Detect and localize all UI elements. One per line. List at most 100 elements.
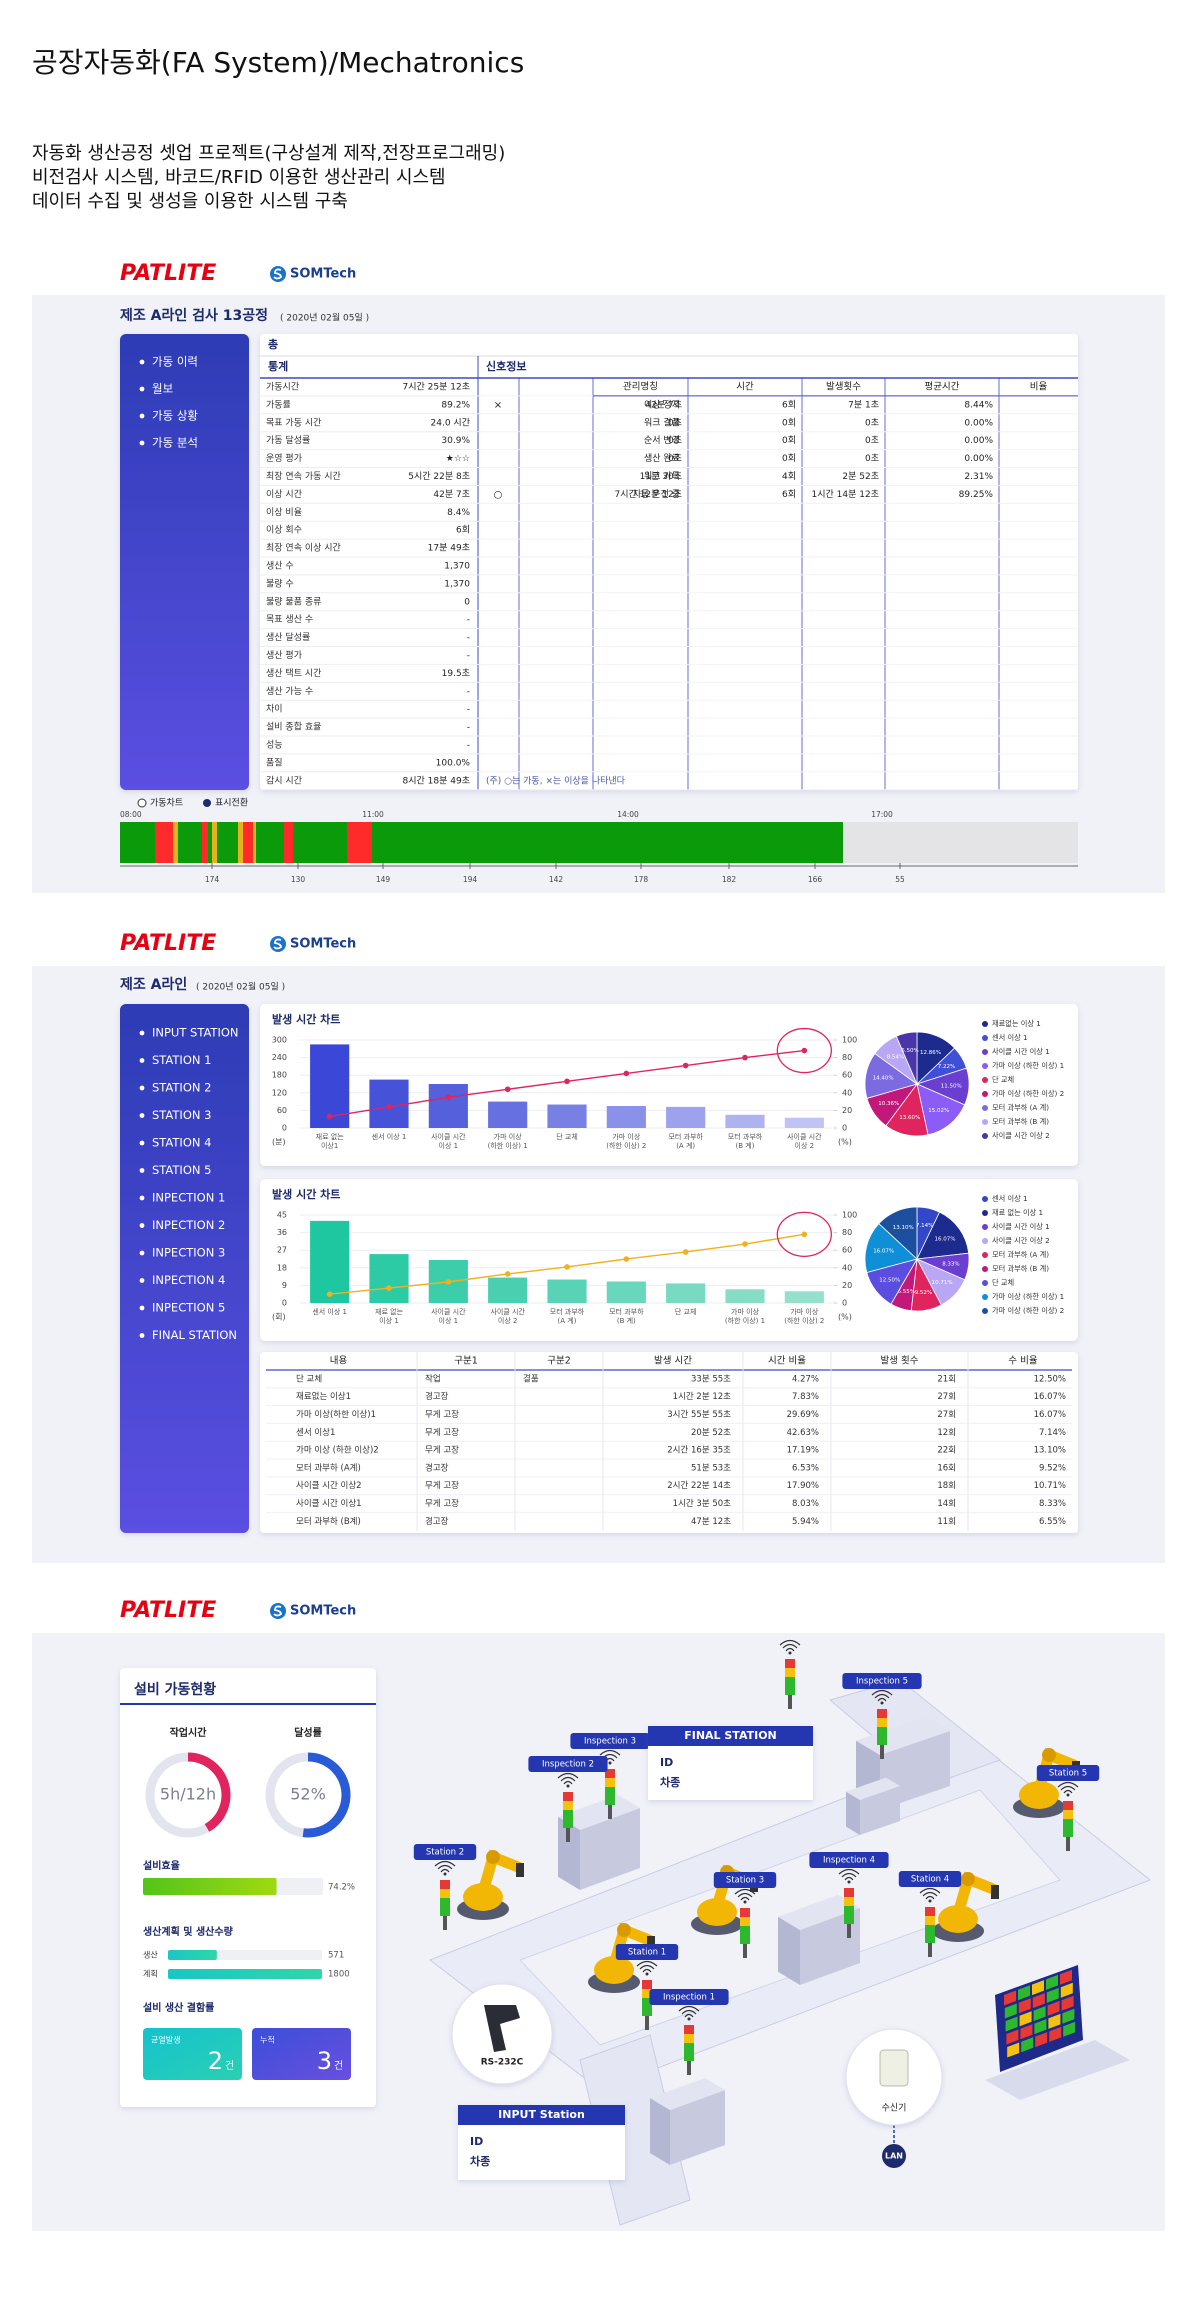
stat-label: 가동시간 <box>266 381 299 392</box>
legend-label: 모터 과부하 (B 계) <box>992 1264 1049 1273</box>
menu-item[interactable]: INPECTION 4 <box>152 1273 225 1287</box>
monitor-cell <box>1032 1993 1045 2009</box>
y2-tick-label: 0 <box>842 1299 847 1308</box>
y2-tick-label: 80 <box>842 1053 852 1062</box>
legend-swatch <box>982 1035 988 1041</box>
legend-swatch <box>982 1119 988 1125</box>
patlite-logo: PATLITE <box>120 261 216 286</box>
monitor-cell <box>1004 1990 1016 2006</box>
wifi-dot <box>645 1972 649 1976</box>
stat-value: 8.4% <box>447 508 470 518</box>
station-field: 차종 <box>470 2154 490 2168</box>
wifi-dot <box>788 1651 792 1655</box>
menu-item[interactable]: INPECTION 1 <box>152 1191 225 1205</box>
station-tag <box>615 1944 679 1960</box>
table-cell: 경고장 <box>425 1462 449 1473</box>
stat-value: 100.0% <box>436 758 471 768</box>
somtech-logo: SOMTech <box>290 937 356 952</box>
x-tick-label: 재료 없는 <box>316 1133 345 1141</box>
menu-item[interactable]: FINAL STATION <box>152 1328 237 1342</box>
wifi-arc <box>440 1868 450 1873</box>
stat-value: - <box>467 651 470 661</box>
menu-item[interactable]: STATION 2 <box>152 1081 211 1095</box>
tower-pole <box>880 1745 884 1759</box>
intro-line: 비전검사 시스템, 바코드/RFID 이용한 생산관리 시스템 <box>32 167 446 188</box>
robot-tool <box>991 1885 999 1899</box>
tower-lamp <box>642 1989 652 1998</box>
table-cell: 29.69% <box>787 1410 819 1420</box>
stat-value: 89.2% <box>441 400 470 410</box>
table-cell: 7.14% <box>1039 1428 1066 1438</box>
bar <box>369 1079 409 1128</box>
tower-lamp <box>740 1917 750 1926</box>
pie-label: 16.07% <box>873 1248 894 1254</box>
monitor-cell <box>1035 2032 1048 2048</box>
tower-lamp <box>844 1906 854 1915</box>
table-cell: 재료없는 이상1 <box>296 1391 351 1402</box>
menu-item[interactable]: STATION 4 <box>152 1136 211 1150</box>
legend-label: 재료 없는 이상 1 <box>992 1208 1043 1217</box>
count-label: 174 <box>205 875 220 884</box>
legend-label: 센서 이상 1 <box>992 1194 1028 1203</box>
table-caption: 총 <box>268 337 278 351</box>
tower-pole <box>788 1695 792 1709</box>
legend-label: 가마 이상 (하한 이상) 2 <box>992 1306 1064 1315</box>
y2-unit: (%) <box>838 1138 852 1147</box>
table-cell: 17.19% <box>787 1446 819 1456</box>
tower-lamp <box>440 1907 450 1916</box>
panel-date: ( 2020년 02월 05일 ) <box>280 312 369 324</box>
menu-bullet <box>139 440 145 446</box>
signal-value: 8.44% <box>964 400 993 410</box>
menu-item[interactable]: INPECTION 3 <box>152 1246 225 1260</box>
machine-front <box>778 1916 800 1985</box>
lan-label: LAN <box>885 2152 903 2161</box>
side-menu <box>120 334 249 790</box>
table-cell: 7.83% <box>792 1392 819 1402</box>
station-label: Station 4 <box>911 1875 949 1885</box>
time-label: 17:00 <box>871 810 893 819</box>
signal-value: 42분 7초 <box>645 399 682 410</box>
monitor-desk <box>985 2040 1130 2100</box>
menu-item[interactable]: 월보 <box>152 382 173 396</box>
x-tick-label: 모터 과부하 <box>728 1132 763 1141</box>
page-title: 공장자동화(FA System)/Mechatronics <box>32 46 524 79</box>
stat-label: 운영 평가 <box>266 453 302 464</box>
menu-item[interactable]: INPUT STATION <box>152 1026 239 1040</box>
menu-item[interactable]: 가동 이력 <box>152 355 198 369</box>
stat-label: 생산 평가 <box>266 650 302 661</box>
timeline-segment <box>253 822 256 863</box>
machine-side <box>860 1786 900 1835</box>
menu-item[interactable]: 가동 상황 <box>152 409 198 423</box>
menu-item[interactable]: INPECTION 5 <box>152 1301 225 1315</box>
bar <box>428 1084 468 1128</box>
tower-lamp <box>1063 1819 1073 1828</box>
monitor-cell <box>1004 2003 1017 2019</box>
ring-label: 달성률 <box>294 1726 322 1739</box>
y-tick-label: 120 <box>272 1088 287 1097</box>
menu-item[interactable]: STATION 3 <box>152 1108 211 1122</box>
highlight-ring <box>776 1027 832 1074</box>
y2-tick-label: 40 <box>842 1088 852 1097</box>
pie-slice <box>864 1223 918 1273</box>
table-cell: 2시간 22분 14초 <box>667 1480 731 1491</box>
table-cell: 22회 <box>937 1446 956 1456</box>
menu-item[interactable]: STATION 1 <box>152 1053 211 1067</box>
menu-item[interactable]: STATION 5 <box>152 1163 211 1177</box>
menu-bullet <box>139 1113 145 1118</box>
station-field: ID <box>660 1756 673 1769</box>
panel-title: 제조 A라인 <box>120 976 187 993</box>
stat-label: 차이 <box>266 703 283 715</box>
legend-label: 사이클 시간 이상 1 <box>992 1222 1050 1231</box>
menu-bullet <box>139 1223 145 1228</box>
ring-value <box>302 1752 351 1838</box>
menu-item[interactable]: 가동 분석 <box>152 436 198 450</box>
menu-item[interactable]: INPECTION 2 <box>152 1218 225 1232</box>
ring-value <box>187 1752 231 1832</box>
monitor-cell <box>1021 2037 1034 2053</box>
wifi-arc <box>560 1776 576 1782</box>
menu-bullet <box>139 1278 145 1283</box>
machine-side <box>670 2090 725 2165</box>
monitor-cell <box>1019 2011 1032 2027</box>
table-cell: 5.94% <box>792 1517 819 1527</box>
y2-tick-label: 40 <box>842 1263 852 1272</box>
